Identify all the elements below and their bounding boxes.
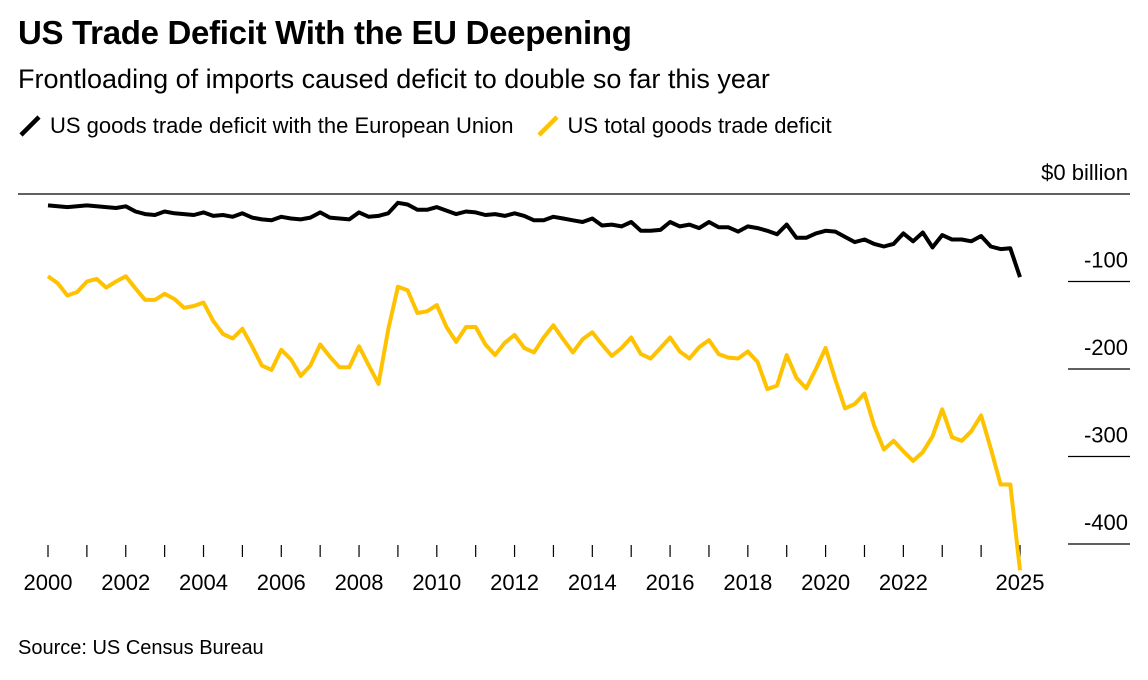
x-tick-label: 2012 — [490, 570, 539, 595]
series-line-eu — [47, 200, 1022, 278]
x-tick-label: 2004 — [179, 570, 228, 595]
chart-subtitle: Frontloading of imports caused deficit t… — [18, 64, 770, 94]
x-tick-label: 2000 — [24, 570, 73, 595]
x-tick-label: 2020 — [801, 570, 850, 595]
legend-label-eu: US goods trade deficit with the European… — [50, 113, 514, 138]
legend-item-total: US total goods trade deficit — [536, 113, 832, 139]
legend-label-total: US total goods trade deficit — [567, 113, 832, 138]
chart-title: US Trade Deficit With the EU Deepening — [18, 14, 632, 51]
legend-swatch-total — [536, 115, 559, 137]
x-tick-label: 2006 — [257, 570, 306, 595]
y-tick-label: -200 — [1084, 335, 1128, 360]
y-tick-label: -100 — [1084, 248, 1128, 273]
x-tick-label: 2016 — [646, 570, 695, 595]
y-tick-label: $0 billion — [1041, 160, 1128, 185]
y-tick-label: -300 — [1084, 423, 1128, 448]
source-note: Source: US Census Bureau — [18, 637, 264, 659]
x-tick-label: 2010 — [412, 570, 461, 595]
legend-item-eu: US goods trade deficit with the European… — [18, 113, 514, 139]
series-line-total — [46, 274, 1022, 571]
y-tick-label: -400 — [1084, 510, 1128, 535]
legend: US goods trade deficit with the European… — [18, 113, 854, 139]
x-tick-label: 2002 — [101, 570, 150, 595]
x-tick-label: 2022 — [879, 570, 928, 595]
legend-swatch-eu — [19, 115, 41, 137]
x-tick-label: 2008 — [335, 570, 384, 595]
x-tick-label: 2025 — [996, 570, 1045, 595]
x-tick-label: 2018 — [723, 570, 772, 595]
x-tick-label: 2014 — [568, 570, 617, 595]
